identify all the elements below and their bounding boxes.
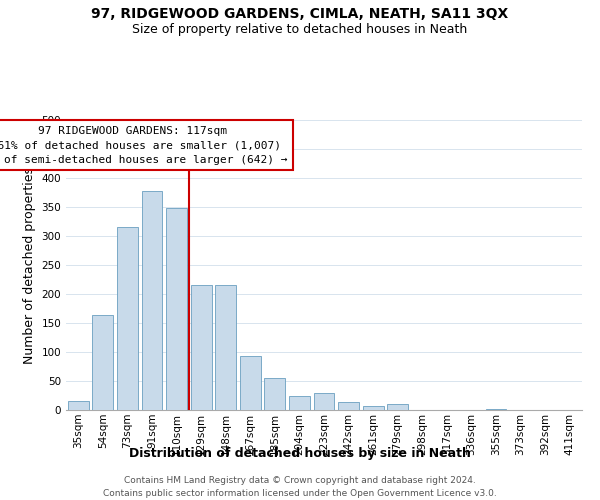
Bar: [338, 402, 359, 410]
Bar: [314, 393, 334, 410]
Bar: [485, 409, 506, 410]
Text: Size of property relative to detached houses in Neath: Size of property relative to detached ho…: [133, 22, 467, 36]
Bar: [92, 316, 113, 410]
Bar: [289, 396, 310, 410]
Bar: [387, 404, 408, 410]
Bar: [265, 378, 286, 410]
Bar: [117, 228, 138, 410]
Text: 97 RIDGEWOOD GARDENS: 117sqm
← 61% of detached houses are smaller (1,007)
39% of: 97 RIDGEWOOD GARDENS: 117sqm ← 61% of de…: [0, 126, 287, 164]
Bar: [166, 208, 187, 410]
Bar: [142, 191, 163, 410]
Text: Contains HM Land Registry data © Crown copyright and database right 2024.: Contains HM Land Registry data © Crown c…: [124, 476, 476, 485]
Text: Contains public sector information licensed under the Open Government Licence v3: Contains public sector information licen…: [103, 489, 497, 498]
Bar: [240, 356, 261, 410]
Bar: [68, 400, 89, 410]
Y-axis label: Number of detached properties: Number of detached properties: [23, 166, 36, 364]
Text: 97, RIDGEWOOD GARDENS, CIMLA, NEATH, SA11 3QX: 97, RIDGEWOOD GARDENS, CIMLA, NEATH, SA1…: [91, 8, 509, 22]
Bar: [362, 406, 383, 410]
Bar: [191, 284, 212, 410]
Bar: [215, 284, 236, 410]
Text: Distribution of detached houses by size in Neath: Distribution of detached houses by size …: [129, 448, 471, 460]
